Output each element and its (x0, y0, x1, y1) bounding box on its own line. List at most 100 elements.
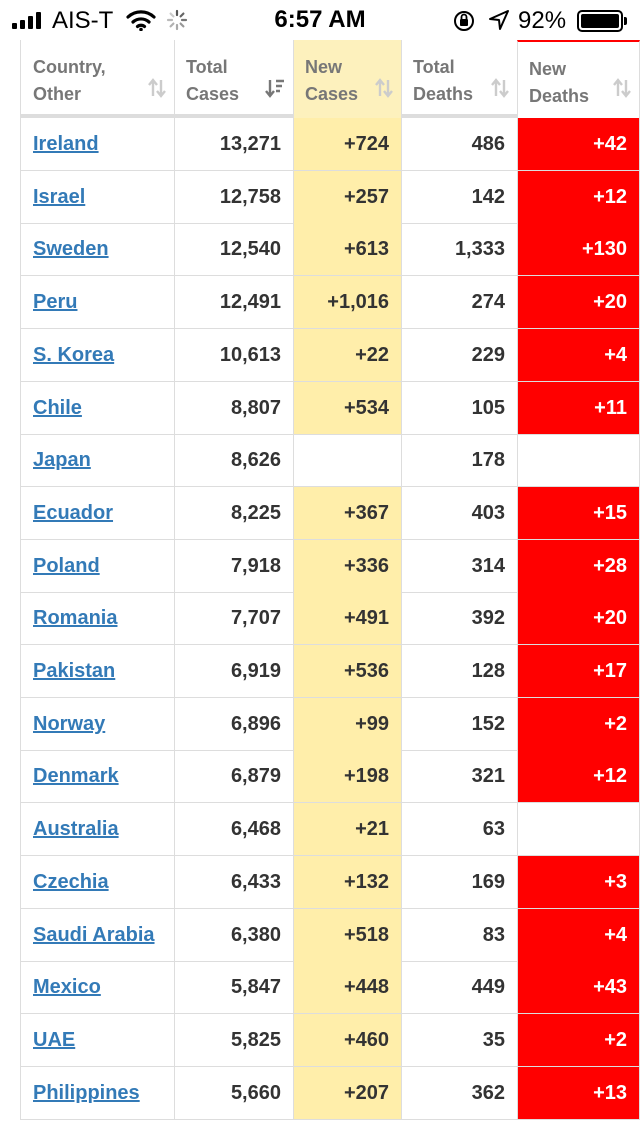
total-deaths-cell: 35 (401, 1014, 517, 1066)
total-cases-cell: 6,380 (174, 909, 293, 961)
country-link[interactable]: Norway (33, 713, 106, 735)
table-row: Chile 8,807 +534 105 +11 (20, 382, 640, 435)
total-deaths-cell: 142 (401, 171, 517, 223)
total-deaths-cell: 403 (401, 487, 517, 539)
total-deaths-cell: 314 (401, 540, 517, 592)
country-cell: UAE (20, 1014, 174, 1066)
new-deaths-cell: +43 (517, 961, 640, 1013)
country-link[interactable]: Peru (33, 291, 78, 313)
new-deaths-cell: +12 (517, 750, 640, 802)
new-deaths-cell: +2 (517, 698, 640, 750)
country-link[interactable]: Ecuador (33, 502, 114, 524)
country-link[interactable]: Ireland (33, 133, 99, 155)
total-cases-cell: 8,626 (174, 434, 293, 486)
new-cases-cell: +613 (293, 223, 401, 275)
new-deaths-cell: +4 (517, 909, 640, 961)
total-deaths-cell: 449 (401, 961, 517, 1013)
country-link[interactable]: Sweden (33, 238, 109, 260)
country-link[interactable]: Pakistan (33, 660, 116, 682)
new-cases-cell: +207 (293, 1067, 401, 1119)
new-cases-cell (293, 434, 401, 486)
table-row: Saudi Arabia 6,380 +518 83 +4 (20, 909, 640, 962)
new-deaths-cell: +2 (517, 1014, 640, 1066)
country-link[interactable]: Japan (33, 449, 91, 471)
column-header-total-deaths[interactable]: Total Deaths (401, 40, 517, 118)
column-header-total-cases-label-1: Total (186, 57, 228, 77)
column-header-new-cases[interactable]: New Cases (293, 40, 401, 118)
column-header-total-deaths-label-2: Deaths (413, 84, 474, 104)
table-row: Poland 7,918 +336 314 +28 (20, 540, 640, 593)
column-header-country[interactable]: Country, Other (20, 40, 174, 118)
table-row: Philippines 5,660 +207 362 +13 (20, 1067, 640, 1120)
total-deaths-cell: 105 (401, 382, 517, 434)
country-cell: Israel (20, 171, 174, 223)
new-deaths-cell: +130 (517, 223, 640, 275)
column-header-total-cases-label-2: Cases (186, 84, 240, 104)
total-cases-cell: 6,896 (174, 698, 293, 750)
new-cases-cell: +367 (293, 487, 401, 539)
sort-icon[interactable] (148, 78, 166, 106)
country-link[interactable]: Mexico (33, 976, 101, 998)
new-deaths-cell: +42 (517, 118, 640, 170)
new-cases-cell: +448 (293, 961, 401, 1013)
new-cases-cell: +336 (293, 540, 401, 592)
total-deaths-cell: 229 (401, 329, 517, 381)
country-link[interactable]: UAE (33, 1029, 76, 1051)
total-deaths-cell: 128 (401, 645, 517, 697)
country-link[interactable]: Australia (33, 818, 119, 840)
sort-icon[interactable] (491, 78, 509, 106)
total-deaths-cell: 274 (401, 276, 517, 328)
country-link[interactable]: Saudi Arabia (33, 924, 155, 946)
total-deaths-cell: 169 (401, 856, 517, 908)
country-link[interactable]: Israel (33, 186, 86, 208)
country-link[interactable]: Denmark (33, 765, 119, 787)
country-link[interactable]: Philippines (33, 1082, 140, 1104)
new-deaths-cell: +15 (517, 487, 640, 539)
new-deaths-cell: +20 (517, 276, 640, 328)
sort-icon[interactable] (613, 78, 631, 106)
battery-icon (577, 10, 627, 32)
sort-icon[interactable] (375, 78, 393, 106)
table-row: Japan 8,626 178 (20, 434, 640, 487)
new-cases-cell: +257 (293, 171, 401, 223)
country-link[interactable]: Czechia (33, 871, 109, 893)
country-link[interactable]: Chile (33, 397, 82, 419)
country-cell: Norway (20, 698, 174, 750)
country-cell: Poland (20, 540, 174, 592)
new-cases-cell: +518 (293, 909, 401, 961)
column-header-new-cases-label-1: New (305, 57, 343, 77)
wifi-icon (126, 9, 156, 36)
battery-percentage: 92% (518, 7, 567, 34)
total-cases-cell: 5,847 (174, 961, 293, 1013)
new-cases-cell: +21 (293, 803, 401, 855)
country-cell: Australia (20, 803, 174, 855)
new-deaths-cell: +4 (517, 329, 640, 381)
total-cases-cell: 12,540 (174, 223, 293, 275)
column-header-total-deaths-label-1: Total (413, 57, 455, 77)
column-header-total-cases[interactable]: Total Cases (174, 40, 293, 118)
country-link[interactable]: Romania (33, 607, 118, 629)
column-header-new-deaths[interactable]: New Deaths (517, 40, 640, 118)
country-cell: Ecuador (20, 487, 174, 539)
column-header-country-label-1: Country, (33, 57, 106, 77)
country-link[interactable]: S. Korea (33, 344, 115, 366)
new-cases-cell: +198 (293, 750, 401, 802)
total-cases-cell: 8,225 (174, 487, 293, 539)
orientation-lock-icon (452, 9, 476, 38)
country-cell: Chile (20, 382, 174, 434)
new-deaths-cell: +11 (517, 382, 640, 434)
total-deaths-cell: 392 (401, 592, 517, 644)
country-cell: Philippines (20, 1067, 174, 1119)
total-deaths-cell: 362 (401, 1067, 517, 1119)
country-link[interactable]: Poland (33, 555, 100, 577)
total-cases-cell: 12,491 (174, 276, 293, 328)
country-cell: Ireland (20, 118, 174, 170)
sort-descending-icon[interactable] (265, 78, 285, 106)
total-cases-cell: 13,271 (174, 118, 293, 170)
signal-strength-icon (12, 11, 41, 29)
table-row: Norway 6,896 +99 152 +2 (20, 698, 640, 751)
total-cases-cell: 6,919 (174, 645, 293, 697)
table-row: Denmark 6,879 +198 321 +12 (20, 750, 640, 803)
new-deaths-cell: +17 (517, 645, 640, 697)
country-cell: Sweden (20, 223, 174, 275)
